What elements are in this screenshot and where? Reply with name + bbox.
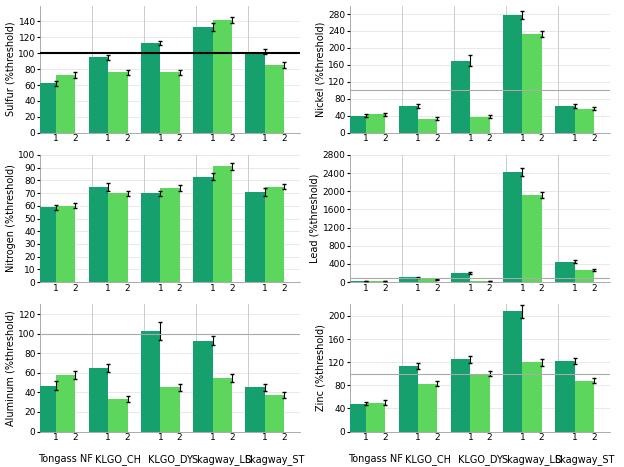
Bar	[451, 273, 470, 282]
Bar	[245, 52, 265, 133]
Bar	[575, 108, 594, 133]
Y-axis label: Aluminum (%threshold): Aluminum (%threshold)	[6, 310, 16, 426]
Bar	[141, 193, 160, 282]
Bar	[56, 206, 76, 282]
Bar	[109, 399, 127, 432]
Bar	[193, 177, 213, 282]
Bar	[245, 192, 265, 282]
Bar	[504, 15, 522, 133]
Bar	[399, 366, 418, 432]
Bar	[470, 374, 490, 432]
Text: Tongass NF: Tongass NF	[38, 454, 93, 464]
Y-axis label: Zinc (%threshold): Zinc (%threshold)	[316, 325, 326, 411]
Text: KLGO_DY: KLGO_DY	[457, 454, 502, 465]
Bar	[366, 403, 386, 432]
Bar	[555, 262, 575, 282]
Bar	[575, 270, 594, 282]
Bar	[522, 34, 542, 133]
Bar	[347, 404, 366, 432]
Bar	[89, 368, 109, 432]
Bar	[193, 340, 213, 432]
Bar	[213, 166, 232, 282]
Bar	[37, 386, 56, 432]
Bar	[399, 277, 418, 282]
Bar	[109, 193, 127, 282]
Bar	[56, 75, 76, 133]
Bar	[555, 361, 575, 432]
Bar	[399, 106, 418, 133]
Y-axis label: Nitrogen (%threshold): Nitrogen (%threshold)	[6, 164, 16, 272]
Bar	[213, 378, 232, 432]
Bar	[555, 106, 575, 133]
Bar	[265, 187, 284, 282]
Bar	[366, 114, 386, 133]
Bar	[193, 27, 213, 133]
Bar	[160, 188, 180, 282]
Bar	[141, 43, 160, 133]
Bar	[504, 172, 522, 282]
Bar	[366, 281, 386, 282]
Bar	[37, 207, 56, 282]
Bar	[160, 388, 180, 432]
Bar	[347, 281, 366, 282]
Bar	[470, 117, 490, 133]
Y-axis label: Sulfur (%threshold): Sulfur (%threshold)	[6, 22, 16, 116]
Bar	[575, 381, 594, 432]
Bar	[265, 65, 284, 133]
Bar	[451, 61, 470, 133]
Text: KLGO_CH: KLGO_CH	[405, 454, 451, 465]
Bar	[89, 187, 109, 282]
Bar	[56, 375, 76, 432]
Bar	[89, 57, 109, 133]
Text: KLGO_DY: KLGO_DY	[148, 454, 192, 465]
Bar	[470, 281, 490, 282]
Text: Skagway_ST: Skagway_ST	[554, 454, 615, 465]
Bar	[347, 116, 366, 133]
Text: Skagway_ST: Skagway_ST	[244, 454, 305, 465]
Bar	[451, 359, 470, 432]
Bar	[418, 383, 437, 432]
Bar	[37, 84, 56, 133]
Bar	[245, 388, 265, 432]
Y-axis label: Lead (%threshold): Lead (%threshold)	[310, 174, 319, 263]
Bar	[213, 20, 232, 133]
Bar	[522, 195, 542, 282]
Y-axis label: Nickel (%threshold): Nickel (%threshold)	[316, 21, 326, 117]
Bar	[109, 72, 127, 133]
Bar	[160, 72, 180, 133]
Text: Skagway_LD: Skagway_LD	[192, 454, 253, 465]
Bar	[418, 279, 437, 282]
Text: Skagway_LD: Skagway_LD	[501, 454, 563, 465]
Bar	[522, 362, 542, 432]
Bar	[504, 311, 522, 432]
Bar	[418, 119, 437, 133]
Bar	[265, 395, 284, 432]
Bar	[141, 331, 160, 432]
Text: KLGO_CH: KLGO_CH	[95, 454, 141, 465]
Text: Tongass NF: Tongass NF	[348, 454, 403, 464]
